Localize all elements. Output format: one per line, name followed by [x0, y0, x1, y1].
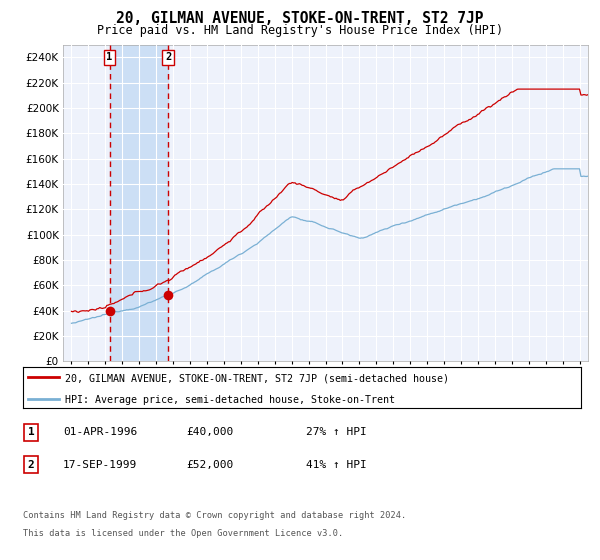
Text: Contains HM Land Registry data © Crown copyright and database right 2024.: Contains HM Land Registry data © Crown c…	[23, 511, 406, 520]
Text: 01-APR-1996: 01-APR-1996	[63, 427, 137, 437]
Text: HPI: Average price, semi-detached house, Stoke-on-Trent: HPI: Average price, semi-detached house,…	[65, 395, 395, 405]
Text: 41% ↑ HPI: 41% ↑ HPI	[306, 460, 367, 470]
Text: 20, GILMAN AVENUE, STOKE-ON-TRENT, ST2 7JP (semi-detached house): 20, GILMAN AVENUE, STOKE-ON-TRENT, ST2 7…	[65, 374, 449, 384]
Text: 1: 1	[28, 427, 35, 437]
Bar	[110, 45, 168, 361]
Text: This data is licensed under the Open Government Licence v3.0.: This data is licensed under the Open Gov…	[23, 529, 343, 538]
Text: £40,000: £40,000	[186, 427, 233, 437]
Text: 27% ↑ HPI: 27% ↑ HPI	[306, 427, 367, 437]
Text: £52,000: £52,000	[186, 460, 233, 470]
Text: Price paid vs. HM Land Registry's House Price Index (HPI): Price paid vs. HM Land Registry's House …	[97, 24, 503, 36]
Text: 20, GILMAN AVENUE, STOKE-ON-TRENT, ST2 7JP: 20, GILMAN AVENUE, STOKE-ON-TRENT, ST2 7…	[116, 11, 484, 26]
Text: 2: 2	[28, 460, 35, 470]
Text: 17-SEP-1999: 17-SEP-1999	[63, 460, 137, 470]
Text: 2: 2	[165, 53, 171, 63]
Text: 1: 1	[106, 53, 113, 63]
